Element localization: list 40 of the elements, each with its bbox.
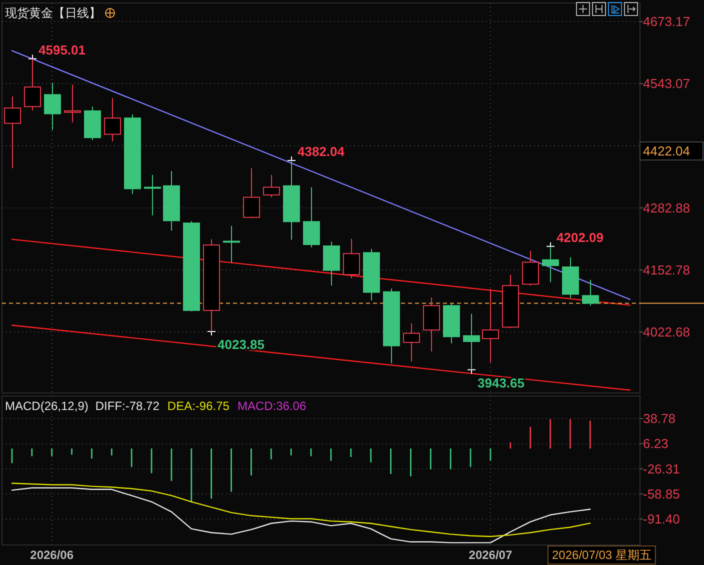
annotation: 4382.04: [298, 144, 346, 160]
candlestick: [403, 322, 420, 362]
y-tick-label: 4282.88: [643, 200, 690, 216]
annotation: 4202.09: [556, 230, 604, 245]
candlestick: [223, 225, 240, 264]
candlestick: [303, 186, 320, 248]
annotation: 3943.65: [478, 375, 524, 390]
candlestick: [263, 174, 280, 198]
text: 2026/07/03 星期五: [552, 548, 652, 562]
x-tick-label: 2026/07: [468, 548, 512, 562]
y-tick-label: -58.85: [643, 486, 680, 502]
candlestick: [343, 238, 360, 279]
annotation: 4595.01: [38, 42, 86, 58]
text: DIFF:-78.72: [95, 399, 160, 413]
y-tick-label: 6.23: [643, 436, 668, 452]
y-tick-label: 4152.78: [643, 262, 690, 278]
candlestick: [582, 279, 599, 306]
candlestick: [4, 96, 21, 169]
candlestick: [104, 97, 121, 142]
y-tick-label: 4022.68: [643, 324, 690, 340]
y-tick-label: 4543.07: [643, 76, 690, 92]
x-tick-label: 2026/06: [30, 548, 74, 562]
annotation: 4023.85: [218, 336, 264, 352]
text: DEA:-96.75: [167, 399, 230, 413]
y-tick-label: 38.78: [643, 411, 676, 426]
y-tick-label: 4673.17: [643, 14, 690, 30]
chart-title: MACD(26,12,9): [5, 399, 88, 413]
line-series: [11, 482, 591, 538]
chart-title: 现货黄金【日线】: [5, 6, 101, 20]
text: 4422.04: [643, 144, 690, 158]
candlestick: [522, 250, 539, 286]
candlestick: [44, 82, 61, 130]
candlestick: [64, 84, 81, 123]
candlestick: [144, 174, 161, 216]
text: MACD:36.06: [237, 399, 306, 413]
candlestick: [243, 168, 260, 219]
y-tick-label: -91.40: [643, 512, 680, 527]
candlestick: [482, 288, 499, 363]
y-tick-label: -26.31: [643, 461, 680, 476]
line-series: [11, 487, 591, 544]
